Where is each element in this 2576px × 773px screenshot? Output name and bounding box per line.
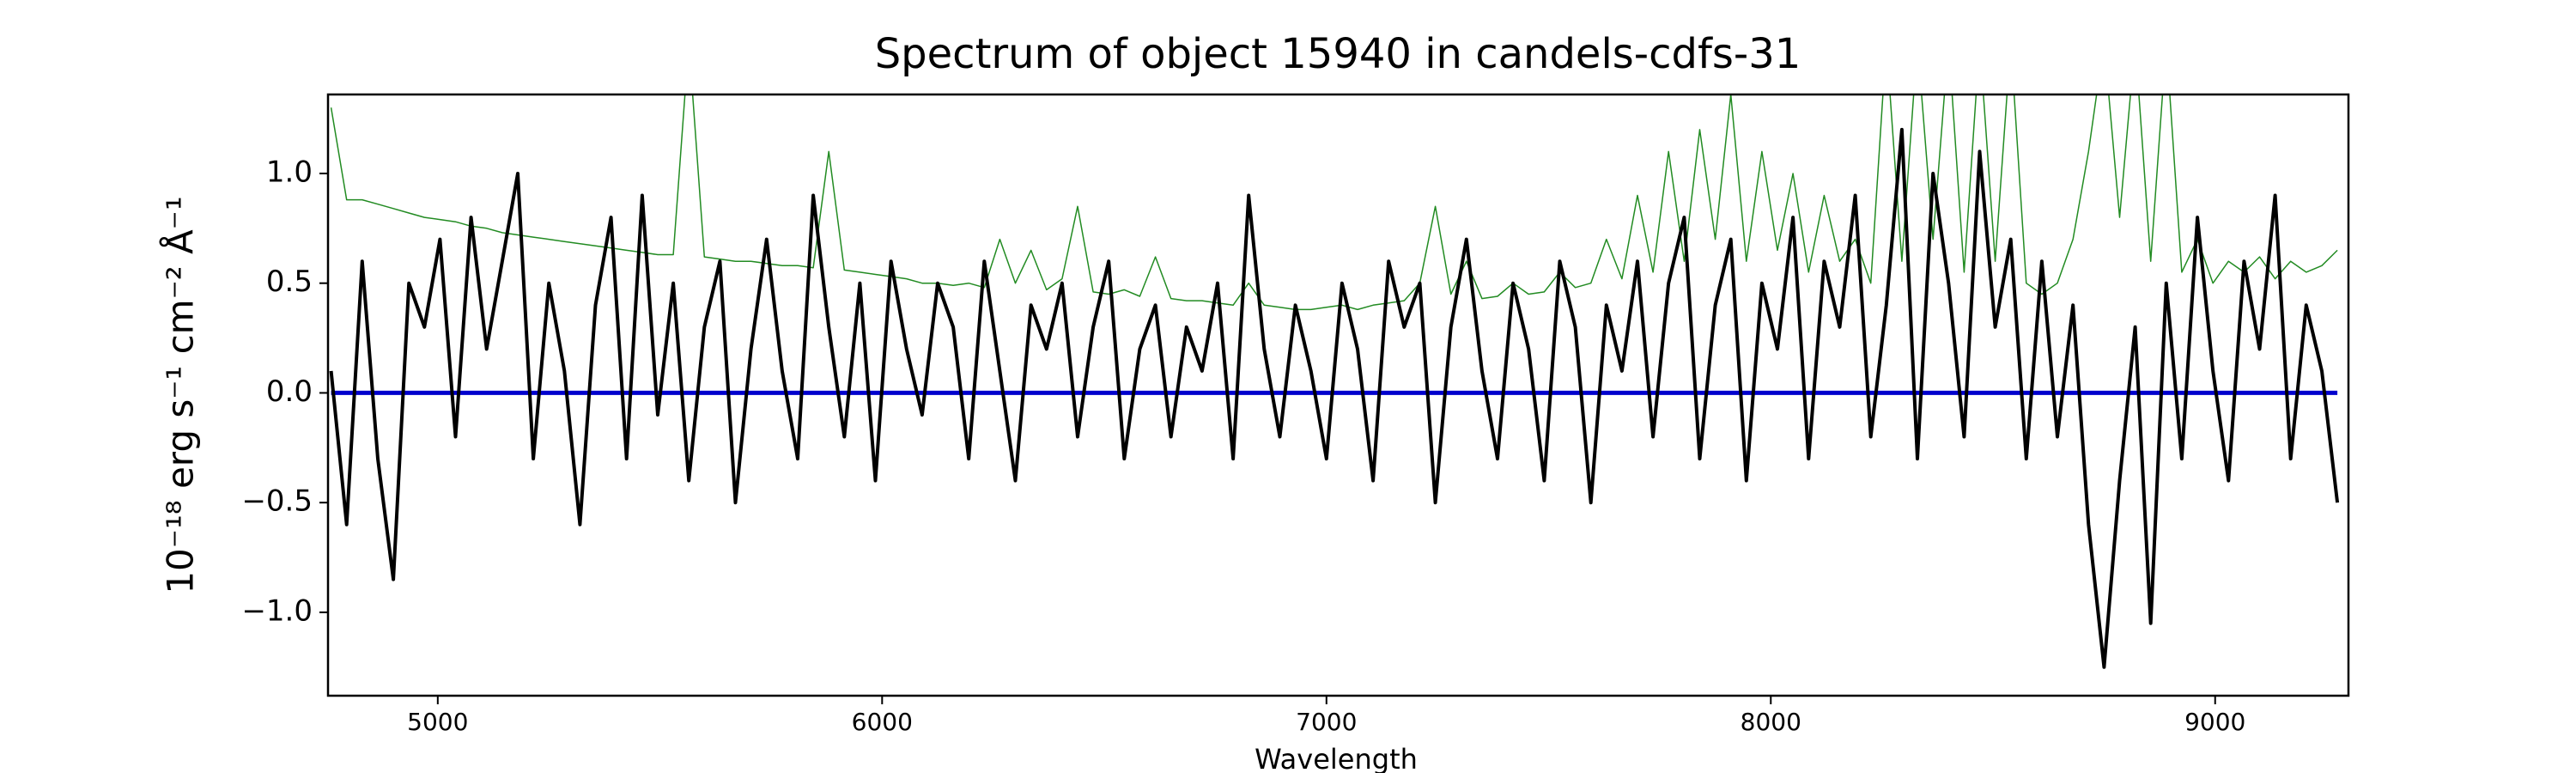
chart-title: Spectrum of object 15940 in candels-cdfs… [875,30,1801,78]
y-tick-label: 0.5 [266,265,313,299]
spectrum-line [330,94,2338,311]
x-tick-label: 9000 [2184,708,2245,736]
y-axis-label: 10⁻¹⁸ erg s⁻¹ cm⁻² Å⁻¹ [159,196,202,593]
plot-frame [326,93,2350,697]
x-axis-label: Wavelength [1255,743,1418,773]
y-tick-label: −0.5 [241,484,313,519]
x-tick-label: 5000 [407,708,468,736]
spectrum-line [329,127,2340,669]
x-tick-label: 8000 [1741,708,1801,736]
x-tick-label: 7000 [1296,708,1357,736]
y-tick-label: 1.0 [266,155,313,189]
plot-area [329,94,2340,669]
y-tick-label: −1.0 [241,593,313,628]
y-tick-label: 0.0 [266,374,313,409]
x-tick-label: 6000 [852,708,913,736]
